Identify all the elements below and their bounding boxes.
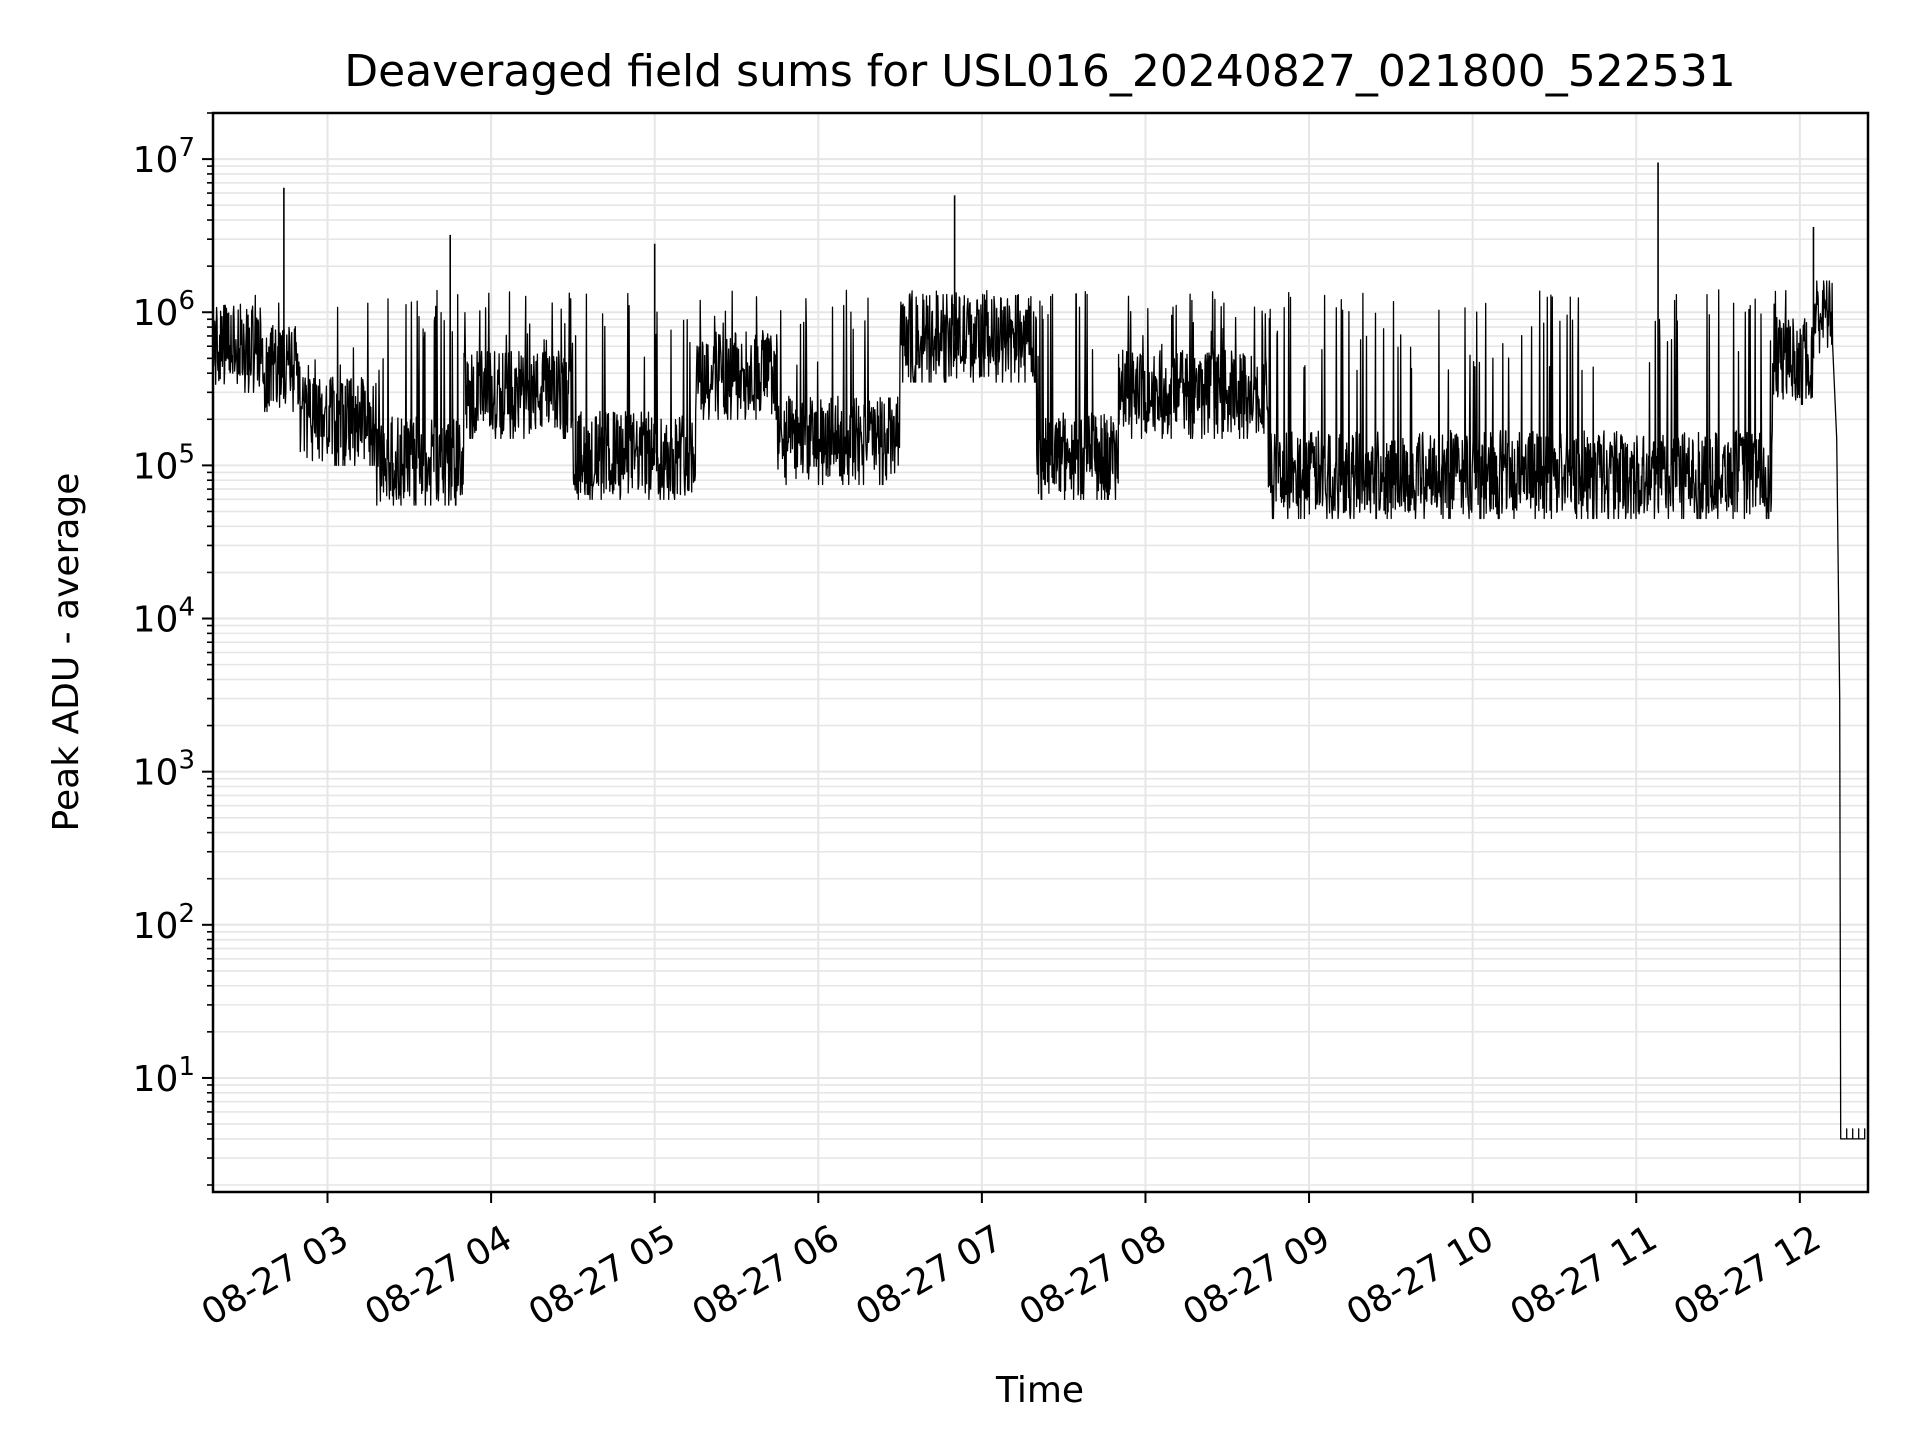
y-axis-ticks: 101 102 103 104 105 106 107 xyxy=(133,112,213,1186)
y-tick-label: 105 xyxy=(133,439,195,487)
series-line xyxy=(212,280,1866,1140)
y-tick-label: 102 xyxy=(133,899,195,947)
y-tick-label: 101 xyxy=(133,1052,195,1100)
y-tick-label: 104 xyxy=(133,593,195,641)
y-axis-label: Peak ADU - average xyxy=(46,473,87,832)
y-tick-label: 106 xyxy=(133,286,195,334)
x-axis-label: Time xyxy=(995,1370,1084,1411)
chart-title: Deaveraged field sums for USL016_2024082… xyxy=(344,46,1736,97)
y-tick-label: 107 xyxy=(133,133,195,181)
series-layer xyxy=(212,162,1866,1140)
y-tick-label: 103 xyxy=(133,746,195,794)
